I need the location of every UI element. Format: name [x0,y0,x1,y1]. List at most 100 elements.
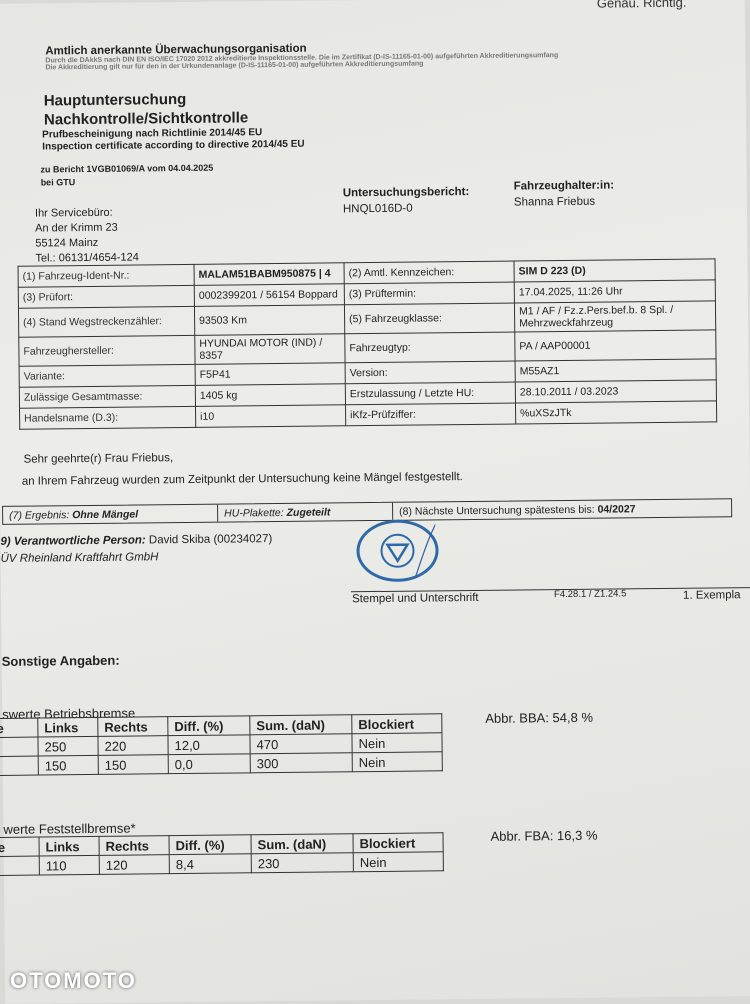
person-label: 9) Verantwortliche Person: [0,534,146,548]
table-cell [0,756,39,776]
table-cell: Nein [353,851,444,872]
org-header: Amtlich anerkannte Überwachungsorganisat… [45,40,558,72]
next-inspection-label: (8) Nächste Untersuchung spätestens bis: [399,503,595,518]
column-header: Sum. (daN) [249,714,352,735]
title-line-2: Nachkontrolle/Sichtkontrolle [43,109,249,129]
table-cell: 0,0 [168,753,251,774]
column-header: Diff. (%) [169,834,252,855]
service-brake-table: se Links Rechts Diff. (%) Sum. (daN) Blockier… [0,713,443,776]
vehicle-owner: Fahrzeughalter:in: Shanna Friebus [514,177,615,210]
column-header: Links [39,836,100,857]
other-info-heading: Sonstige Angaben: [1,652,120,669]
field-label: (3) Prüfort: [18,285,195,309]
field-label: (1) Fahrzeug-Ident-Nr.: [18,264,195,288]
field-value: PA / AAP00001 [514,329,717,362]
bba-value: Abbr. BBA: 54,8 % [485,709,594,726]
column-header: Rechts [99,835,170,856]
field-value: 28.10.2011 / 03.2023 [515,379,717,404]
plakette-cell: HU-Plakette: Zugeteilt [218,502,394,522]
plakette-label: HU-Plakette: [224,506,284,520]
column-header: Diff. (%) [167,715,250,736]
field-value: M55AZ1 [515,358,717,383]
tuv-stamp [356,517,440,594]
table-row: 110 120 8,4 230 Nein [0,851,444,876]
service-city: 55124 Mainz [35,236,99,250]
brand-slogan: Genau. Richtig. [596,0,687,11]
parking-brake-heading: werte Feststellbremse* [3,820,136,837]
field-label: Handelsname (D.3): [19,406,196,430]
form-code: F4.28.1 / Z1.24.5 [553,588,627,601]
field-label: (3) Prüftermin: [344,282,515,305]
table-cell: Nein [351,732,443,753]
vehicle-data-table: (1) Fahrzeug-Ident-Nr.: MALAM51BABM950875… [18,258,718,430]
table-row: 150 150 0,0 300 Nein [0,751,443,776]
table-cell: 120 [99,854,170,875]
result-label: (7) Ergebnis: [9,509,70,522]
field-label: iKfz-Prüfziffer: [345,403,516,426]
column-header: se [0,837,40,857]
doc-subtitle: Prufbescheinigung nach Richtlinie 2014/4… [42,127,305,154]
table-cell: 150 [98,754,169,775]
table-cell: 300 [250,752,353,773]
ref-line-1: zu Bericht 1VGB01069/A vom 04.04.2025 [40,162,214,175]
field-label: Zulässige Gesamtmasse: [19,385,196,409]
owner-name: Shanna Friebus [513,195,596,209]
service-label: Ihr Servicebüro: [34,206,113,220]
table-cell: 250 [37,736,99,757]
title-line-1: Hauptuntersuchung [43,90,187,110]
report-reference: zu Bericht 1VGB01069/A vom 04.04.2025 be… [40,162,213,190]
person-name: David Skiba (00234027) [148,533,273,547]
column-header: Links [37,717,98,738]
result-value: Ohne Mängel [72,508,139,522]
column-header: Sum. (daN) [250,833,354,854]
field-value: SIM D 223 (D) [514,258,716,283]
result-bar: (7) Ergebnis: Ohne Mängel HU-Plakette: Z… [2,498,733,525]
plakette-value: Zugeteilt [286,506,331,519]
copy-label: 1. Exempla [682,589,741,602]
inspection-report: Untersuchungsbericht: HNQL016D-0 [343,184,470,217]
field-label: Fahrzeughersteller: [18,335,196,367]
field-value: 93503 Km [194,304,345,336]
field-label: Erstzulassung / Letzte HU: [345,382,516,405]
field-value: HYUNDAI MOTOR (IND) / 8357 [194,333,346,365]
table-cell [0,737,39,757]
table-cell: 12,0 [167,734,251,755]
subtitle-en: Inspection certificate according to dire… [42,138,305,153]
next-inspection-value: 04/2027 [597,503,636,516]
field-value: F5P41 [195,362,346,386]
signature-label: Stempel und Unterschrift [351,591,479,606]
responsible-person: 9) Verantwortliche Person: David Skiba (… [0,531,272,568]
ref-line-2: bei GTU [40,177,76,188]
table-cell: 220 [97,735,169,756]
service-street: An der Krimm 23 [35,221,118,235]
next-inspection-cell: (8) Nächste Untersuchung spätestens bis:… [393,500,642,520]
field-value: MALAM51BABM950875 | 4 [194,262,345,286]
result-sentence: an Ihrem Fahrzeug wurden zum Zeitpunkt d… [21,471,463,488]
column-header: Blockiert [352,832,444,853]
column-header: Rechts [97,716,168,737]
field-label: (5) Fahrzeugklasse: [344,303,515,334]
table-cell: 470 [249,733,353,754]
field-label: Variante: [19,364,196,388]
field-value: 0002399201 / 56154 Boppard [194,283,345,307]
stamp-triangle-icon [380,517,440,594]
result-cell: (7) Ergebnis: Ohne Mängel [3,504,219,524]
field-value: 17.04.2025, 11:26 Uhr [514,279,716,304]
report-number: HNQL016D-0 [342,202,413,216]
field-value: M1 / AF / Fz.z.Pers.bef.b. 8 Spl. / Mehr… [514,300,716,333]
field-value: 1405 kg [195,383,346,407]
table-cell: 8,4 [169,853,252,874]
field-label: (4) Stand Wegstreckenzähler: [18,306,195,338]
service-office: Ihr Servicebüro: An der Krimm 23 55124 M… [35,205,139,266]
field-value: i10 [195,404,346,428]
field-label: Version: [345,361,516,384]
field-label: (2) Amtl. Kennzeichen: [344,261,515,284]
column-header: se [0,718,38,738]
table-cell [0,856,40,876]
table-cell: 230 [251,852,354,873]
doc-title: Hauptuntersuchung Nachkontrolle/Sichtkon… [44,89,249,129]
parking-brake-table: se Links Rechts Diff. (%) Sum. (daN) Blockier… [0,832,444,876]
field-value: %uXSzJTk [515,400,717,425]
field-label: Fahrzeugtyp: [344,332,516,363]
